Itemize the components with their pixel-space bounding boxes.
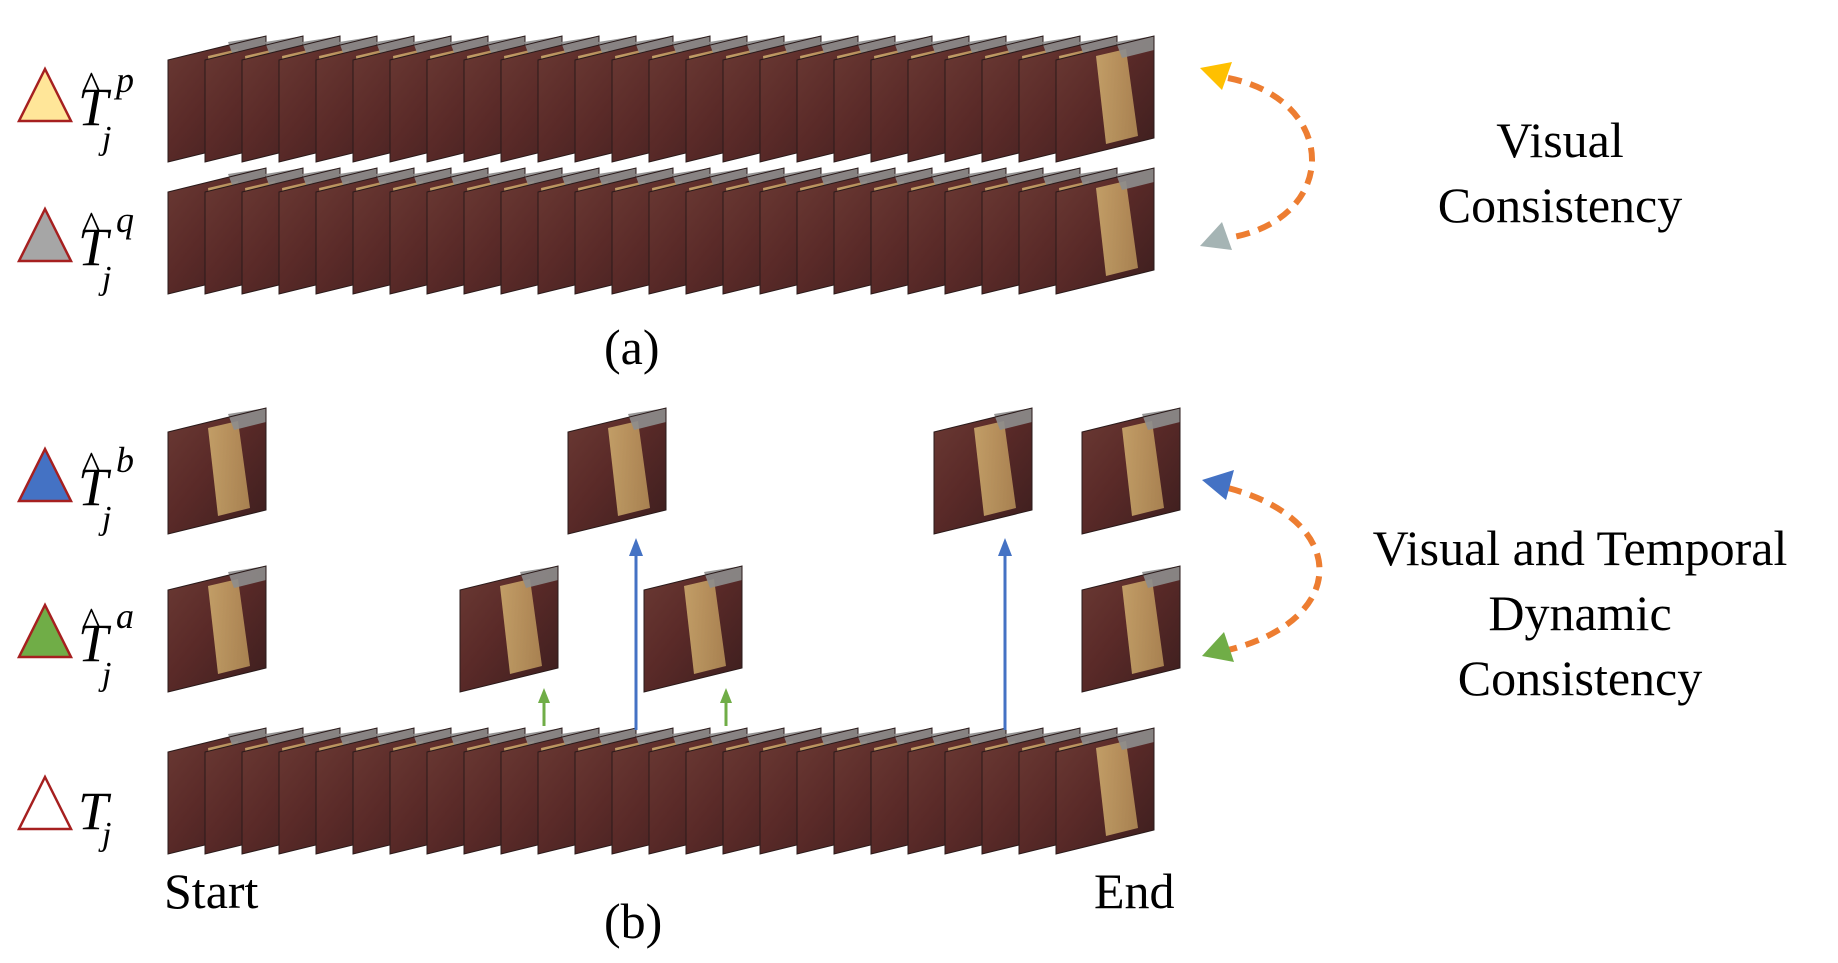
symbol-tp: T bbox=[78, 77, 109, 137]
triangle-marker-tp-icon bbox=[16, 66, 74, 123]
symbol-t: T bbox=[78, 781, 109, 841]
frames-ta bbox=[167, 565, 1181, 693]
visual-consistency-line2: Consistency bbox=[1437, 177, 1683, 233]
visual-temporal-caption: Visual and Temporal Dynamic Consistency bbox=[1330, 516, 1830, 711]
hat-tq: ^ bbox=[82, 203, 101, 248]
arrowhead-tb-icon bbox=[1202, 470, 1234, 500]
frame-stack-t bbox=[167, 727, 1155, 855]
symbol-tq: T bbox=[78, 217, 109, 277]
sub-t: j bbox=[102, 816, 112, 853]
sub-tb: j bbox=[102, 500, 112, 537]
surgical-video-frame-icon bbox=[643, 565, 743, 693]
sup-tp: p bbox=[116, 60, 134, 100]
panel-b-label: (b) bbox=[604, 893, 663, 949]
visual-consistency-arrow bbox=[1200, 62, 1315, 250]
sup-tb: b bbox=[116, 440, 134, 480]
blue-up-arrowhead-1 bbox=[629, 538, 643, 556]
selection-arrows bbox=[538, 538, 1012, 730]
label-tb: T ^ b j bbox=[0, 432, 150, 552]
visual-temporal-line2: Dynamic bbox=[1488, 585, 1672, 641]
sub-tq: j bbox=[102, 260, 112, 297]
symbol-ta: T bbox=[78, 613, 109, 673]
blue-up-arrowhead-2 bbox=[998, 538, 1012, 556]
frames-tb bbox=[167, 407, 1181, 535]
surgical-video-frame-icon bbox=[459, 565, 559, 693]
green-up-arrowhead-2 bbox=[720, 688, 732, 703]
end-label: End bbox=[1094, 863, 1175, 919]
sup-tq: q bbox=[116, 200, 134, 240]
start-label: Start bbox=[164, 863, 259, 919]
green-up-arrowhead-1 bbox=[538, 688, 550, 703]
symbol-tb: T bbox=[78, 457, 109, 517]
sub-ta: j bbox=[102, 656, 112, 693]
surgical-video-frame-icon bbox=[567, 407, 667, 535]
label-tp: T ^ p j bbox=[0, 52, 150, 172]
surgical-video-frame-icon bbox=[167, 565, 267, 693]
label-tq: T ^ q j bbox=[0, 192, 150, 312]
hat-tp: ^ bbox=[82, 63, 101, 108]
label-t: T j bbox=[0, 760, 150, 880]
visual-temporal-line3: Consistency bbox=[1457, 650, 1703, 706]
surgical-video-frame-icon bbox=[1081, 565, 1181, 693]
surgical-video-frame-icon bbox=[1081, 407, 1181, 535]
triangle-marker-t-icon bbox=[16, 774, 74, 831]
frame-stack-tp bbox=[167, 35, 1155, 163]
hat-ta: ^ bbox=[82, 599, 101, 644]
triangle-marker-tb-icon bbox=[16, 446, 74, 503]
triangle-marker-tq-icon bbox=[16, 206, 74, 263]
visual-temporal-line1: Visual and Temporal bbox=[1372, 520, 1788, 576]
arrowhead-ta-icon bbox=[1202, 632, 1234, 662]
hat-tb: ^ bbox=[82, 443, 101, 488]
arrowhead-tq-icon bbox=[1200, 222, 1232, 250]
visual-consistency-caption: Visual Consistency bbox=[1380, 108, 1740, 238]
sub-tp: j bbox=[102, 120, 112, 157]
arrowhead-tp-icon bbox=[1200, 62, 1232, 90]
frame-stack-tq bbox=[167, 167, 1155, 295]
visual-consistency-line1: Visual bbox=[1496, 112, 1624, 168]
surgical-video-frame-icon bbox=[167, 407, 267, 535]
label-ta: T ^ a j bbox=[0, 588, 150, 708]
sup-ta: a bbox=[116, 596, 134, 636]
visual-temporal-consistency-arrow bbox=[1202, 470, 1323, 662]
triangle-marker-ta-icon bbox=[16, 602, 74, 659]
panel-a-label: (a) bbox=[604, 319, 660, 375]
surgical-video-frame-icon bbox=[933, 407, 1033, 535]
